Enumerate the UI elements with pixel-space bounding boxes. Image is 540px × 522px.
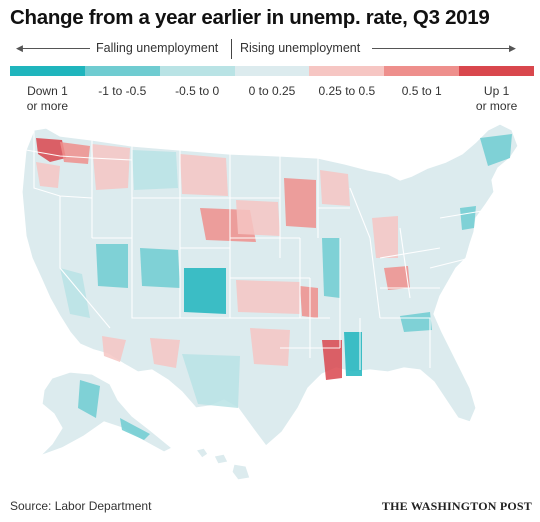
legend-label: Up 1 or more	[475, 84, 518, 113]
us-county-map	[0, 118, 540, 486]
legend-label: -0.5 to 0	[175, 84, 220, 98]
county-cluster	[92, 144, 130, 190]
legend-label: 0.25 to 0.5	[318, 84, 376, 98]
county-cluster	[284, 178, 316, 228]
county-cluster	[180, 154, 228, 196]
county-cluster	[460, 206, 476, 230]
county-cluster	[120, 418, 150, 440]
county-cluster	[36, 162, 60, 188]
county-cluster	[182, 354, 240, 408]
county-cluster	[480, 134, 512, 166]
county-cluster	[140, 248, 180, 288]
county-cluster	[236, 200, 280, 236]
county-cluster	[102, 336, 126, 362]
hawaii-shape	[195, 447, 251, 481]
map-title: Change from a year earlier in unemp. rat…	[10, 6, 490, 29]
county-cluster	[372, 216, 398, 258]
county-cluster	[384, 266, 410, 290]
county-cluster	[78, 380, 100, 418]
falling-unemployment-label: Falling unemployment	[96, 41, 219, 55]
legend-swatch	[84, 66, 160, 76]
county-cluster	[96, 244, 128, 288]
county-cluster	[344, 332, 362, 376]
direction-row: ◀ Falling unemployment Rising unemployme…	[0, 39, 540, 59]
county-cluster	[300, 286, 318, 318]
legend-swatch	[10, 66, 85, 76]
right-arrowhead-icon: ▶	[509, 43, 516, 53]
county-cluster	[322, 238, 340, 298]
county-cluster	[132, 150, 178, 190]
us-map-svg	[21, 123, 519, 481]
county-cluster	[236, 280, 300, 314]
legend-labels: Down 1 or more -1 to -0.5 -0.5 to 0 0 to…	[10, 84, 534, 114]
state-borders	[25, 130, 501, 370]
county-cluster	[150, 338, 180, 368]
legend-swatch	[384, 66, 460, 76]
legend-swatch	[309, 66, 385, 76]
county-cluster	[250, 328, 290, 366]
county-cluster	[322, 340, 342, 380]
legend-label: Down 1 or more	[26, 84, 69, 113]
legend-label: -1 to -0.5	[98, 84, 147, 98]
county-cluster	[184, 268, 226, 314]
legend-swatches	[10, 66, 535, 76]
alaska-shape	[39, 371, 173, 457]
county-cluster	[400, 312, 432, 332]
right-arrow-line	[372, 48, 510, 49]
legend-label: 0 to 0.25	[248, 84, 296, 98]
county-cluster	[60, 268, 90, 318]
rising-unemployment-label: Rising unemployment	[240, 41, 361, 55]
legend-swatch	[459, 66, 535, 76]
county-cluster	[60, 142, 90, 164]
legend-label: 0.5 to 1	[401, 84, 442, 98]
legend-swatch	[234, 66, 310, 76]
county-cluster	[320, 170, 350, 206]
source-note: Source: Labor Department	[10, 499, 152, 513]
direction-divider	[231, 39, 232, 59]
county-color-regions	[36, 134, 512, 440]
legend-swatch	[159, 66, 235, 76]
publisher-credit: THE WASHINGTON POST	[381, 499, 532, 513]
left-arrowhead-icon: ◀	[16, 44, 23, 53]
left-arrow-line	[20, 48, 90, 49]
